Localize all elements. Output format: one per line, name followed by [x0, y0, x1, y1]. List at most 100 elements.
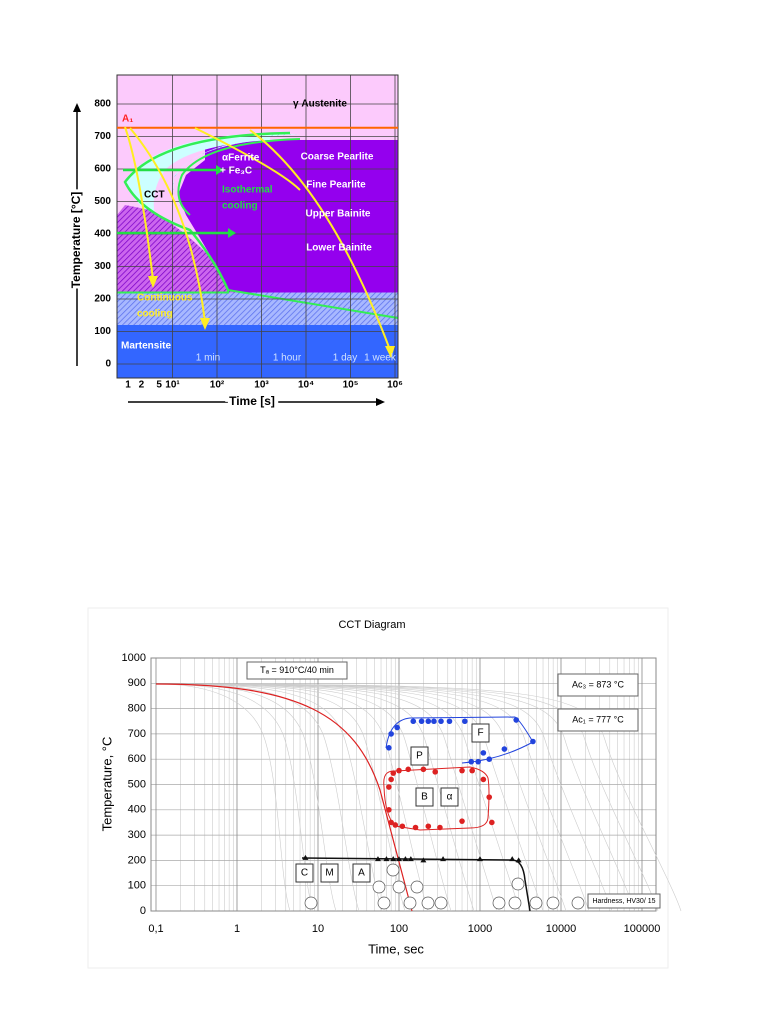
y-tick-label: 0	[105, 359, 111, 370]
data-point	[388, 731, 394, 737]
x-tick-label: 10	[312, 923, 324, 935]
y-tick-label: 100	[94, 326, 111, 337]
x-tick-label: 1000	[468, 923, 492, 935]
region-label: Continuous	[137, 293, 193, 304]
hardness-marker	[392, 880, 406, 894]
fastest-cooling-curve	[155, 683, 413, 912]
hardness-marker	[434, 896, 448, 910]
data-point	[392, 822, 399, 828]
phase-label: C	[301, 868, 308, 879]
y-tick-label: 600	[128, 753, 146, 765]
data-point	[374, 856, 381, 862]
data-point	[486, 794, 493, 800]
data-point	[410, 718, 417, 725]
data-point	[396, 767, 402, 774]
data-point	[486, 756, 493, 762]
annotation: Tₐ = 910°C/40 min	[260, 665, 334, 675]
region-label: CCT	[144, 190, 165, 201]
y-tick-label: 700	[94, 131, 111, 142]
cct-figure: CCT Diagram 0 100 200 300 400 500 600 700 800 900 1…	[87, 607, 682, 969]
x-tick-label: 10¹	[165, 380, 180, 391]
hardness-marker	[421, 896, 435, 910]
annotation: Hardness, HV30/ 15	[592, 898, 655, 905]
y-tick-label: 0	[140, 905, 146, 917]
time-mark: 1 day	[333, 353, 357, 364]
phase-box	[415, 787, 434, 807]
data-point	[396, 856, 402, 862]
hardness-marker	[386, 863, 400, 877]
region-label: Lower Bainite	[306, 243, 372, 254]
arrow-head	[200, 318, 210, 330]
phase-box	[320, 863, 339, 883]
cooling-curve	[155, 683, 636, 912]
data-point	[405, 766, 412, 773]
data-point	[469, 767, 475, 774]
data-point	[437, 824, 443, 831]
cooling-curve	[124, 126, 154, 281]
ttt-figure: 0 100 200 300 400 500 600 700 800 1 2 5 10¹ 10² 10³ 10⁴…	[66, 74, 403, 412]
x-tick-label: 10⁵	[343, 380, 359, 391]
data-point	[399, 823, 406, 830]
y-tick-label: 900	[128, 677, 146, 689]
figure-frame	[87, 607, 669, 969]
arrow-head	[385, 346, 395, 358]
region-label: cooling	[222, 201, 258, 212]
data-point	[420, 857, 427, 863]
x-tick-label: 0,1	[148, 923, 163, 935]
y-tick-label: 400	[94, 229, 111, 240]
y-tick-label: 400	[128, 804, 146, 816]
pearlite-bainite-region	[178, 140, 398, 318]
data-point	[402, 856, 409, 862]
hardness-marker	[546, 896, 560, 910]
y-tick-label: 1000	[122, 652, 146, 664]
cooling-curve	[155, 683, 360, 912]
chart-title: CCT Diagram	[338, 619, 405, 631]
region-label: cooling	[137, 309, 173, 320]
data-point	[394, 724, 400, 731]
region-label: Isothermal	[222, 185, 273, 196]
phase-box	[410, 746, 429, 766]
x-tick-label: 10000	[546, 923, 577, 935]
data-point	[459, 767, 465, 774]
y-tick-label: 500	[94, 196, 111, 207]
x-tick-label: 100000	[624, 923, 661, 935]
data-point	[425, 718, 432, 725]
data-point	[412, 824, 419, 831]
data-point	[509, 856, 516, 862]
y-axis-label: Temperature [°C]	[69, 192, 83, 289]
cooling-curve	[155, 683, 291, 912]
annotation-box	[557, 708, 639, 732]
cooling-curve	[155, 683, 521, 912]
data-point	[386, 745, 392, 751]
region-label: Upper Bainite	[305, 209, 370, 220]
hatched-martensite-band	[117, 292, 398, 325]
x-tick-label: 10⁴	[298, 380, 314, 391]
martensite-region	[117, 325, 398, 378]
hardness-marker	[403, 896, 417, 910]
data-point	[459, 818, 465, 824]
x-tick-label: 10⁶	[387, 380, 403, 391]
data-point	[515, 857, 522, 863]
start-curve	[123, 131, 291, 291]
phase-box	[295, 863, 314, 883]
arrow-head	[228, 228, 236, 238]
phase-label: M	[325, 868, 333, 879]
data-point	[302, 854, 309, 860]
arrow-head	[376, 398, 385, 406]
arrow-head	[148, 276, 158, 288]
data-point	[468, 758, 475, 765]
data-point	[446, 718, 453, 725]
y-tick-label: 300	[94, 261, 111, 272]
y-tick-label: 600	[94, 164, 111, 175]
region-label: αFerrite	[222, 153, 260, 164]
time-mark: 1 week	[364, 353, 397, 364]
cooling-curve	[155, 683, 613, 912]
annotation-box	[246, 661, 348, 680]
x-axis-label: Time, sec	[368, 941, 424, 956]
cooling-curve	[155, 683, 452, 912]
x-tick-label: 10³	[254, 380, 269, 391]
phase-label: P	[416, 751, 423, 762]
data-point	[438, 718, 444, 725]
data-point	[480, 750, 487, 756]
